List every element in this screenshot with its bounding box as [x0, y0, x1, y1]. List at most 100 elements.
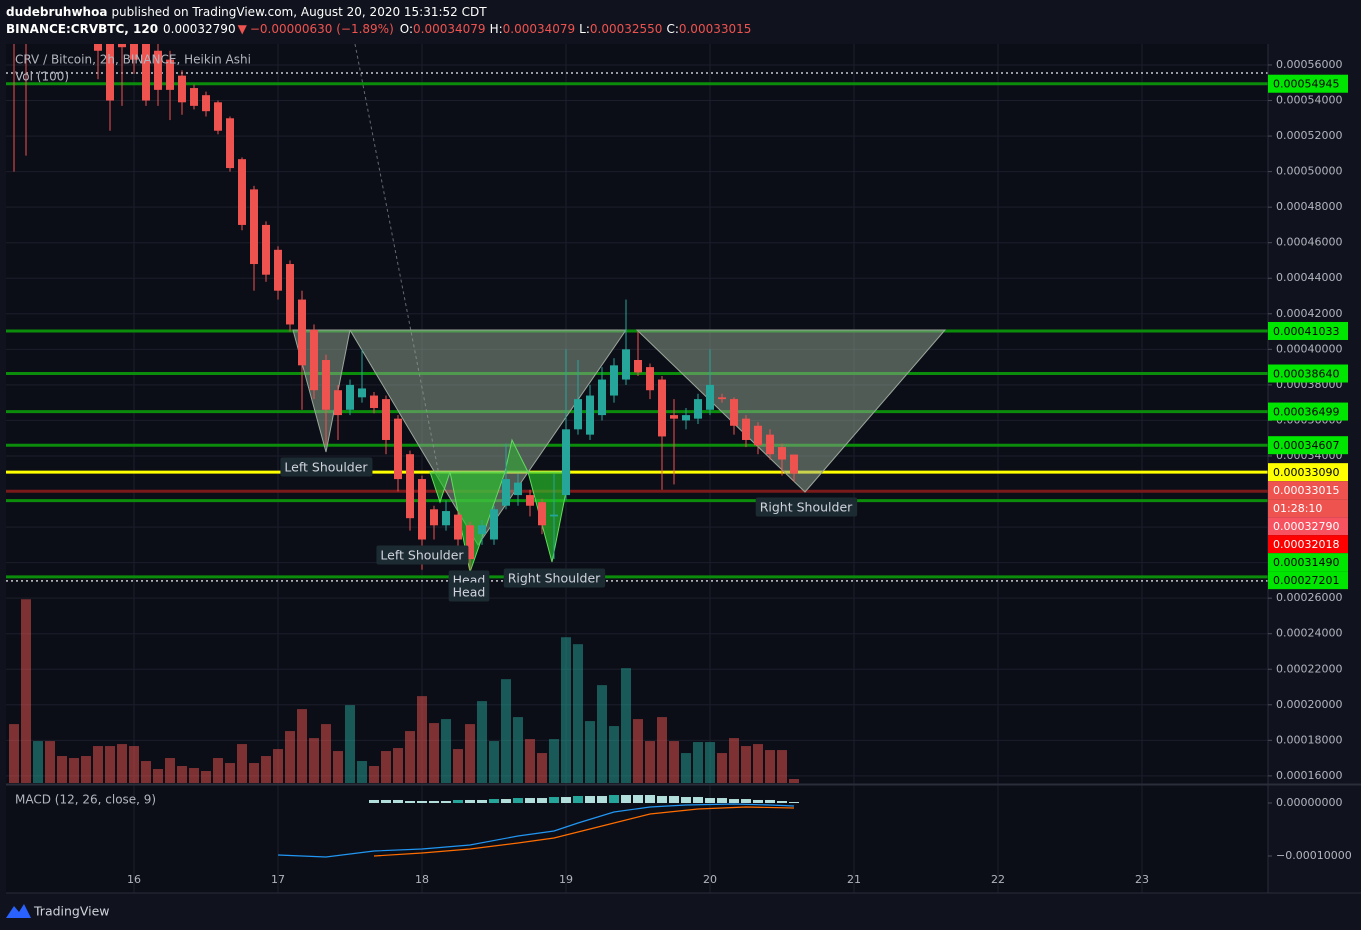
candle-body	[177, 75, 186, 103]
candle-body	[274, 249, 283, 291]
price-label: 0.00033015	[1273, 484, 1339, 497]
volume-bar	[693, 742, 704, 783]
candle-body	[526, 495, 535, 506]
drawings	[292, 44, 947, 574]
volume-bar	[381, 751, 392, 783]
volume-bar	[333, 751, 344, 783]
volume-bar	[752, 744, 763, 783]
macd-histogram-bar	[572, 796, 583, 804]
candle-body	[550, 514, 559, 517]
x-tick-label: 21	[847, 873, 861, 886]
candle-body	[514, 482, 523, 496]
macd-histogram-bar	[777, 800, 788, 804]
pattern-right-shoulder	[635, 329, 947, 493]
price-label-box	[1268, 364, 1348, 383]
annotation-box	[503, 568, 606, 588]
price-label: 0.00027201	[1273, 574, 1339, 587]
macd-histogram-bar	[788, 802, 799, 804]
macd-histogram-bar	[680, 797, 691, 804]
small-link	[504, 438, 529, 473]
macd-histogram-bar	[464, 799, 475, 804]
volume-bar	[669, 741, 680, 783]
y-tick-label: 0.00020000	[1276, 698, 1342, 711]
y-tick-label: 0.00046000	[1276, 236, 1342, 249]
candle-body	[717, 397, 726, 400]
high-label: H:	[490, 22, 503, 36]
volume-bar	[741, 746, 752, 783]
candle-body	[406, 454, 415, 519]
candle-body	[202, 95, 211, 112]
annotations: Left Shoulder Left Shoulder Head Head Ri…	[280, 457, 858, 602]
close-label: C:	[666, 22, 678, 36]
volume-bar	[525, 739, 536, 783]
macd-histogram-bar	[585, 796, 596, 804]
candle-body	[334, 390, 343, 416]
price-label: 0.00038640	[1273, 368, 1339, 381]
volume-bar	[513, 717, 524, 783]
macd-histogram-bar	[428, 800, 439, 804]
candle-body	[706, 384, 715, 410]
volume-bar	[417, 696, 428, 783]
candle-body	[537, 502, 546, 526]
symbol: BINANCE:CRVBTC, 120	[6, 22, 158, 36]
candle-body	[357, 388, 366, 398]
macd-histogram-bar	[513, 798, 524, 804]
candle-body	[285, 264, 294, 325]
candle-body	[598, 379, 607, 416]
grid	[6, 44, 1268, 893]
x-tick-label: 18	[415, 873, 429, 886]
macd-line	[373, 806, 795, 857]
candle-body	[238, 159, 247, 225]
candle-body	[465, 525, 474, 560]
candle-body	[658, 379, 667, 437]
macd-histogram-bar	[621, 795, 632, 804]
volume-bar	[453, 749, 464, 783]
candle-body	[166, 59, 175, 90]
volume-bar	[309, 738, 320, 783]
volume-bar	[201, 771, 212, 783]
volume-bar	[297, 709, 308, 783]
price-label-box	[1268, 481, 1348, 500]
candle-body	[730, 399, 739, 426]
volume-bar	[536, 753, 547, 783]
macd-histogram-bar	[693, 797, 704, 804]
volume-bar	[261, 756, 272, 783]
brand: TradingView	[33, 904, 110, 919]
small-left-shoulder	[429, 471, 451, 504]
macd-histogram-bar	[669, 796, 680, 804]
macd-histogram-bar	[705, 798, 716, 804]
macd-histogram-bar	[477, 799, 488, 804]
volume-bar	[441, 719, 452, 783]
volume-bar	[140, 761, 151, 783]
macd-histogram-bar	[405, 800, 416, 804]
change: −0.00000630 (−1.89%)	[250, 22, 394, 36]
high-value: 0.00034079	[503, 22, 576, 36]
candle-body	[501, 479, 510, 506]
candle-body	[789, 454, 798, 474]
candle-body	[249, 189, 258, 265]
macd-title: MACD (12, 26, close, 9)	[15, 793, 156, 807]
macd-histogram-bar	[536, 798, 547, 804]
price-label: 0.00034607	[1273, 439, 1339, 452]
header-line: dudebruhwhoa published on TradingView.com…	[6, 5, 487, 19]
candle-body	[154, 50, 163, 90]
price-label: 0.00031490	[1273, 556, 1339, 569]
y-tick-label: 0.00018000	[1276, 733, 1342, 746]
candle-body	[382, 399, 391, 440]
annotation: Head	[453, 585, 486, 600]
arrow: ▼	[238, 22, 248, 36]
volume-bar	[561, 637, 572, 783]
y-tick-label: 0.00040000	[1276, 342, 1342, 355]
volume-bar	[356, 761, 367, 783]
open-value: 0.00034079	[413, 22, 486, 36]
candle-body	[370, 395, 379, 408]
candle-body	[742, 418, 751, 440]
low-label: L:	[579, 22, 590, 36]
macd-histogram-bar	[752, 799, 763, 804]
y-tick-label: 0.00042000	[1276, 307, 1342, 320]
volume-bar	[248, 763, 259, 783]
y-tick-label: 0.00054000	[1276, 94, 1342, 107]
price-label: 0.00033090	[1273, 466, 1339, 479]
